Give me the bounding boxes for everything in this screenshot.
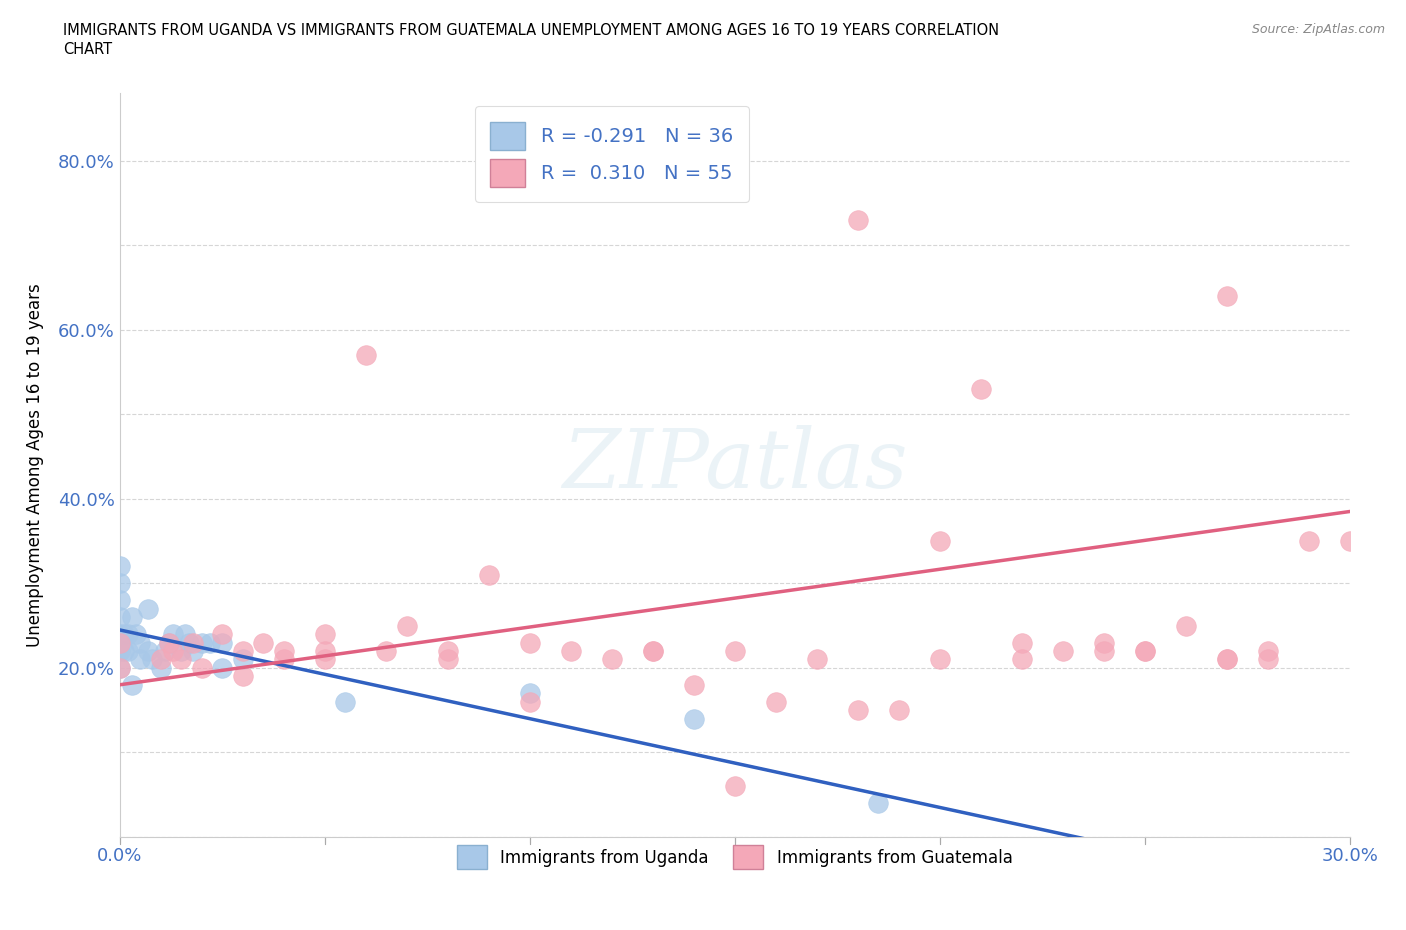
- Point: [157, 635, 180, 650]
- Point: [314, 652, 336, 667]
- Point: [354, 348, 377, 363]
- Point: [108, 576, 131, 591]
- Point: [121, 677, 143, 692]
- Point: [928, 534, 950, 549]
- Point: [183, 644, 205, 658]
- Point: [560, 644, 582, 658]
- Point: [252, 635, 274, 650]
- Point: [1092, 635, 1115, 650]
- Point: [190, 660, 212, 675]
- Point: [724, 778, 747, 793]
- Point: [157, 635, 180, 650]
- Point: [641, 644, 664, 658]
- Point: [1339, 534, 1361, 549]
- Point: [682, 677, 704, 692]
- Point: [519, 635, 541, 650]
- Point: [970, 381, 993, 396]
- Point: [231, 644, 254, 658]
- Point: [436, 652, 458, 667]
- Point: [1174, 618, 1197, 633]
- Point: [395, 618, 418, 633]
- Point: [108, 660, 131, 675]
- Point: [211, 627, 233, 642]
- Point: [141, 652, 163, 667]
- Text: ZIPatlas: ZIPatlas: [562, 425, 907, 505]
- Point: [117, 644, 139, 658]
- Point: [333, 695, 356, 710]
- Point: [724, 644, 747, 658]
- Point: [1216, 652, 1239, 667]
- Point: [887, 703, 910, 718]
- Point: [436, 644, 458, 658]
- Point: [1133, 644, 1156, 658]
- Point: [1298, 534, 1320, 549]
- Point: [170, 652, 193, 667]
- Point: [117, 627, 139, 642]
- Point: [108, 559, 131, 574]
- Point: [375, 644, 398, 658]
- Point: [108, 660, 131, 675]
- Point: [121, 610, 143, 625]
- Point: [136, 602, 159, 617]
- Point: [108, 610, 131, 625]
- Point: [198, 635, 221, 650]
- Text: IMMIGRANTS FROM UGANDA VS IMMIGRANTS FROM GUATEMALA UNEMPLOYMENT AMONG AGES 16 T: IMMIGRANTS FROM UGANDA VS IMMIGRANTS FRO…: [63, 23, 1000, 38]
- Text: Source: ZipAtlas.com: Source: ZipAtlas.com: [1251, 23, 1385, 36]
- Point: [108, 635, 131, 650]
- Point: [1257, 652, 1279, 667]
- Point: [112, 627, 135, 642]
- Point: [1052, 644, 1074, 658]
- Point: [211, 635, 233, 650]
- Point: [806, 652, 828, 667]
- Point: [162, 644, 184, 658]
- Point: [478, 567, 501, 582]
- Point: [153, 644, 176, 658]
- Point: [108, 644, 131, 658]
- Point: [174, 627, 197, 642]
- Point: [928, 652, 950, 667]
- Point: [273, 644, 295, 658]
- Point: [170, 644, 193, 658]
- Legend: Immigrants from Uganda, Immigrants from Guatemala: Immigrants from Uganda, Immigrants from …: [444, 834, 1025, 881]
- Point: [846, 212, 869, 227]
- Text: CHART: CHART: [63, 42, 112, 57]
- Point: [129, 652, 152, 667]
- Point: [314, 627, 336, 642]
- Point: [600, 652, 623, 667]
- Point: [149, 660, 172, 675]
- Point: [108, 592, 131, 607]
- Point: [108, 627, 131, 642]
- Point: [519, 685, 541, 700]
- Point: [641, 644, 664, 658]
- Point: [1216, 652, 1239, 667]
- Point: [682, 711, 704, 726]
- Point: [1011, 635, 1033, 650]
- Point: [149, 652, 172, 667]
- Point: [129, 635, 152, 650]
- Point: [314, 644, 336, 658]
- Point: [179, 635, 201, 650]
- Point: [765, 695, 787, 710]
- Y-axis label: Unemployment Among Ages 16 to 19 years: Unemployment Among Ages 16 to 19 years: [25, 283, 44, 647]
- Point: [136, 644, 159, 658]
- Point: [211, 660, 233, 675]
- Point: [112, 644, 135, 658]
- Point: [846, 703, 869, 718]
- Point: [231, 652, 254, 667]
- Point: [519, 695, 541, 710]
- Point: [1133, 644, 1156, 658]
- Point: [273, 652, 295, 667]
- Point: [190, 635, 212, 650]
- Point: [1011, 652, 1033, 667]
- Point: [183, 635, 205, 650]
- Point: [125, 627, 148, 642]
- Point: [162, 627, 184, 642]
- Point: [1257, 644, 1279, 658]
- Point: [231, 669, 254, 684]
- Point: [868, 796, 890, 811]
- Point: [1092, 644, 1115, 658]
- Point: [1216, 288, 1239, 303]
